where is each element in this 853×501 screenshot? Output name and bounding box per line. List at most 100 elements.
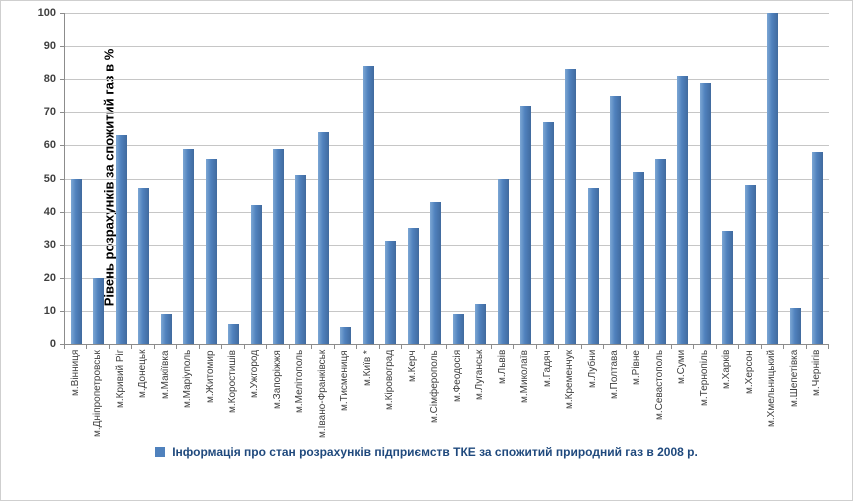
x-axis-label-slot: м.Маріуполь [176,350,198,442]
x-axis-label-slot: м.Суми [671,350,693,442]
y-axis-tick-mark [60,211,64,213]
bar [228,324,240,344]
x-axis-tick-mark [64,345,65,349]
bar [138,188,150,344]
gridline [65,178,829,180]
bar [115,135,127,344]
x-axis-label: м.Макіївка [159,350,171,399]
bar [767,13,779,344]
x-axis-label: м.Кривий Ріг [114,350,126,409]
x-axis-label: м.Полтава [609,350,621,399]
gridline [65,46,829,48]
x-axis-tick-mark [693,345,695,349]
y-axis-tick-mark [60,13,64,14]
bar [654,158,666,344]
y-axis-tick-label: 50 [43,172,56,185]
bar [610,95,622,344]
x-axis-label: м.Житомир [204,350,216,403]
bar [699,82,711,344]
x-axis-label-slot: м.Макіївка [154,350,176,442]
x-axis-tick-mark [783,345,785,349]
bar [497,178,509,344]
x-axis-tick-mark [266,345,268,349]
x-axis-label: м.Гадяч [541,350,553,387]
gridline [65,112,829,114]
plot-area [64,13,829,345]
x-axis-tick-mark [625,345,627,349]
y-axis-tick-mark [60,244,64,246]
y-axis-tick-label: 60 [43,139,56,152]
x-axis-label-slot: м.Керч [401,350,423,442]
x-axis-label: м.Керч [406,350,418,382]
x-axis-label: м.Харків [721,350,733,390]
x-axis-tick-mark [131,345,133,349]
x-axis-tick-mark [311,345,313,349]
x-axis-label: м.Тернопіль [698,350,710,407]
x-axis-label-slot: м.Севастополь [648,350,670,442]
bar [340,327,352,344]
y-axis-tick-label: 0 [49,338,56,350]
x-axis-tick-mark [648,345,650,349]
y-axis-tick-mark [60,310,64,312]
bar [272,148,284,344]
x-axis-tick-mark [176,345,178,349]
bar [183,148,195,344]
x-axis-label-slot: м.Миколаїв [513,350,535,442]
x-axis-tick-mark [468,345,470,349]
bar [475,304,487,344]
x-axis-label-slot: м.Хмельницький [761,350,783,442]
x-axis-label-slot: м.Ужгород [244,350,266,442]
x-axis-label: м.Ужгород [249,350,261,399]
x-axis-label-slot: м.Тисмениця [334,350,356,442]
y-axis-tick-label: 90 [43,40,56,53]
x-axis-tick-mark [828,345,829,349]
x-axis-label-slot: м.Полтава [603,350,625,442]
x-axis-label: м.Рівне [631,350,643,385]
x-axis-label-slot: м.Коростишів [221,350,243,442]
x-axis-tick-mark [580,345,582,349]
x-axis-label-slot: м.Кременчук [558,350,580,442]
y-axis-tick-mark [60,79,64,81]
x-axis-label: м.Коростишів [227,350,239,413]
x-axis-label-slot: м.Харків [716,350,738,442]
x-axis-label-slot: м.Кривий Ріг [109,350,131,442]
bar [93,277,105,344]
gridline [65,13,829,14]
x-axis-label-slot: м.Дніпропетровськ [86,350,108,442]
x-axis-tick-mark [715,345,717,349]
x-axis-tick-mark [423,345,425,349]
x-axis-label-slot: м.Луганськ [468,350,490,442]
x-axis-label-slot: м.Житомир [199,350,221,442]
x-axis-label: м.Маріуполь [182,350,194,409]
x-axis-label: м.Донецьк [137,350,149,399]
x-axis-label: м.Сімферополь [429,350,441,423]
x-axis-label: м.Суми [676,350,688,385]
x-axis-tick-mark [401,345,403,349]
x-axis-tick-mark [198,345,200,349]
x-axis-label-slot: м.Чернігів [806,350,828,442]
bar [542,122,554,344]
x-axis-tick-mark [738,345,740,349]
legend-label: Інформація про стан розрахунків підприєм… [172,445,698,459]
x-axis-tick-mark [558,345,560,349]
x-axis-label: м.Вінниця [69,350,81,397]
bar [250,204,262,344]
bar [205,158,217,344]
x-axis-label: м.Чернігів [811,350,823,397]
bar [295,175,307,344]
y-axis-tick-mark [60,277,64,279]
gridline [65,145,829,147]
x-axis-label: м.Лубни [586,350,598,389]
x-axis-label-slot: м.Лубни [581,350,603,442]
bar [317,132,329,344]
x-axis-tick-mark [288,345,290,349]
x-axis-label-slot: м.Феодосія [446,350,468,442]
x-axis-label: м.Мелітополь [294,350,306,414]
x-axis-tick-mark [513,345,515,349]
bar [587,188,599,344]
x-axis-label-slot: м.Херсон [738,350,760,442]
x-axis-label-slot: м.Рівне [626,350,648,442]
bar [160,314,172,344]
x-axis-tick-mark [603,345,605,349]
